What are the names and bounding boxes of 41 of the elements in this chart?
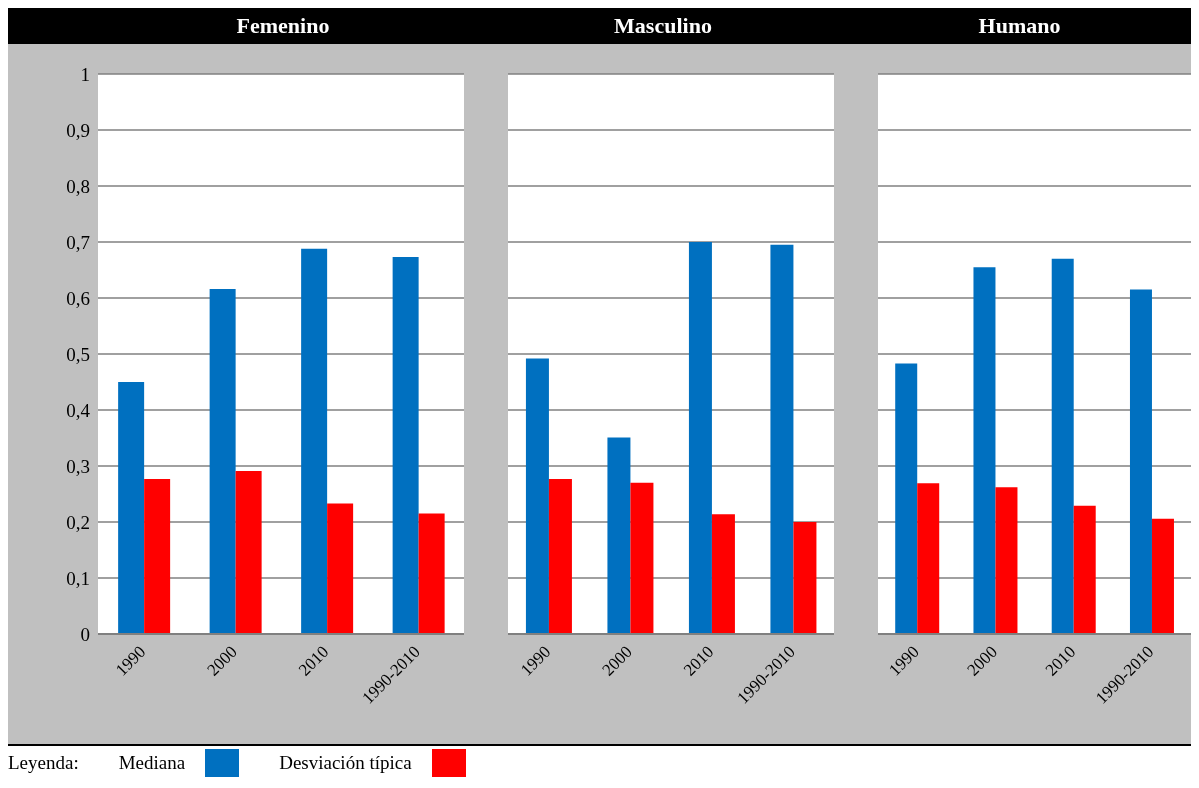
chart-title: Femenino xyxy=(8,8,478,44)
y-tick-label: 0,8 xyxy=(66,175,90,197)
bar xyxy=(995,487,1018,634)
bar xyxy=(548,478,572,634)
y-tick-label: 0,5 xyxy=(66,343,90,365)
bar xyxy=(917,483,940,634)
bar xyxy=(392,257,419,634)
y-tick-label: 1 xyxy=(80,63,90,85)
y-tick-label: 0 xyxy=(80,623,90,645)
legend-title: Leyenda: xyxy=(8,752,79,774)
bar xyxy=(770,244,794,634)
bar xyxy=(1073,505,1096,634)
y-tick-label: 0,9 xyxy=(66,119,90,141)
y-tick-label: 0,6 xyxy=(66,287,90,309)
bar xyxy=(327,503,354,634)
bar xyxy=(793,522,817,634)
y-tick-label: 0,7 xyxy=(66,231,90,253)
chart-title: Masculino xyxy=(478,8,848,44)
bar xyxy=(895,363,918,634)
bar xyxy=(1151,518,1174,634)
bar xyxy=(235,471,262,634)
bar xyxy=(607,437,631,634)
bar xyxy=(418,513,445,634)
bar xyxy=(525,358,549,634)
bar xyxy=(301,248,328,634)
y-tick-label: 0,1 xyxy=(66,567,90,589)
y-tick-label: 0,3 xyxy=(66,455,90,477)
bar xyxy=(1051,258,1074,634)
y-tick-label: 0,4 xyxy=(66,399,91,421)
y-tick-label: 0,2 xyxy=(66,511,90,533)
bar xyxy=(118,382,145,634)
bar xyxy=(711,514,735,634)
legend-label: Mediana xyxy=(118,752,186,774)
bar xyxy=(630,482,654,634)
bar xyxy=(209,289,236,634)
bar xyxy=(688,242,712,634)
bar xyxy=(973,267,996,634)
bar xyxy=(1129,289,1152,634)
legend-label: Desviación típica xyxy=(279,752,412,774)
chart-title: Humano xyxy=(848,8,1191,44)
bar xyxy=(144,478,171,634)
